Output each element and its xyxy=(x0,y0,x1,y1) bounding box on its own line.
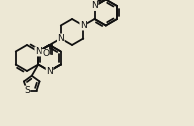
Text: N: N xyxy=(46,67,53,75)
Text: N: N xyxy=(57,34,64,43)
Text: N: N xyxy=(80,21,87,30)
Text: O: O xyxy=(42,50,49,58)
Text: S: S xyxy=(24,86,30,95)
Text: N: N xyxy=(35,47,42,56)
Text: N: N xyxy=(91,2,98,10)
